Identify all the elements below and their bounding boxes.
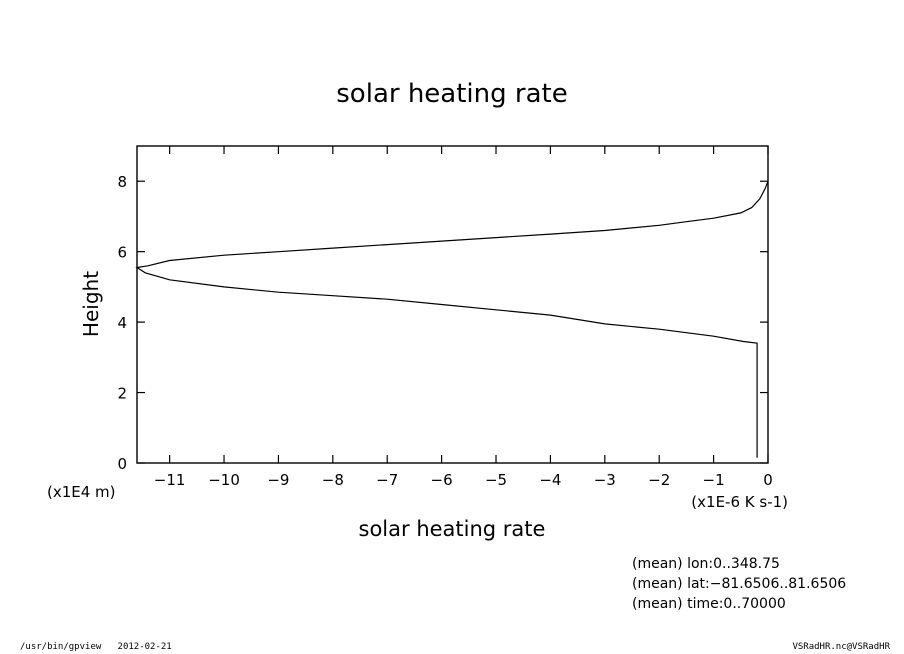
mean-lon-annotation: (mean) lon:0..348.75 [632,556,780,572]
y-tick-label: 4 [117,314,127,332]
y-unit-label: (x1E4 m) [47,483,116,501]
x-tick-label: −5 [485,471,507,489]
y-axis-label: Height [79,271,103,337]
x-tick-label: −11 [154,471,186,489]
x-axis-ticks: −11 −10 −9 −8 −7 −6 −5 −4 −3 −2 −1 0 [154,146,773,489]
series-line [135,180,769,458]
x-tick-label: −9 [267,471,289,489]
x-tick-label: −6 [431,471,453,489]
x-tick-label: −7 [376,471,398,489]
footer-left: /usr/bin/gpview 2012-02-21 [20,642,172,652]
x-tick-label: −1 [703,471,725,489]
x-axis-label: solar heating rate [359,517,546,541]
x-tick-label: 0 [763,471,773,489]
x-tick-label: −4 [539,471,561,489]
x-tick-label: −8 [322,471,344,489]
y-tick-label: 8 [117,173,127,191]
y-tick-label: 2 [117,385,127,403]
x-unit-label: (x1E-6 K s-1) [691,493,788,511]
plot-frame [136,145,769,464]
footer-right: VSRadHR.nc@VSRadHR [792,642,890,652]
y-axis-ticks: 0 2 4 6 8 [117,173,768,473]
y-tick-label: 6 [117,244,127,262]
mean-lat-annotation: (mean) lat:−81.6506..81.6506 [632,576,847,592]
y-tick-label: 0 [117,455,127,473]
x-tick-label: −10 [208,471,240,489]
x-tick-label: −2 [648,471,670,489]
chart-title: solar heating rate [336,79,567,109]
x-tick-label: −3 [594,471,616,489]
mean-time-annotation: (mean) time:0..70000 [632,596,786,612]
